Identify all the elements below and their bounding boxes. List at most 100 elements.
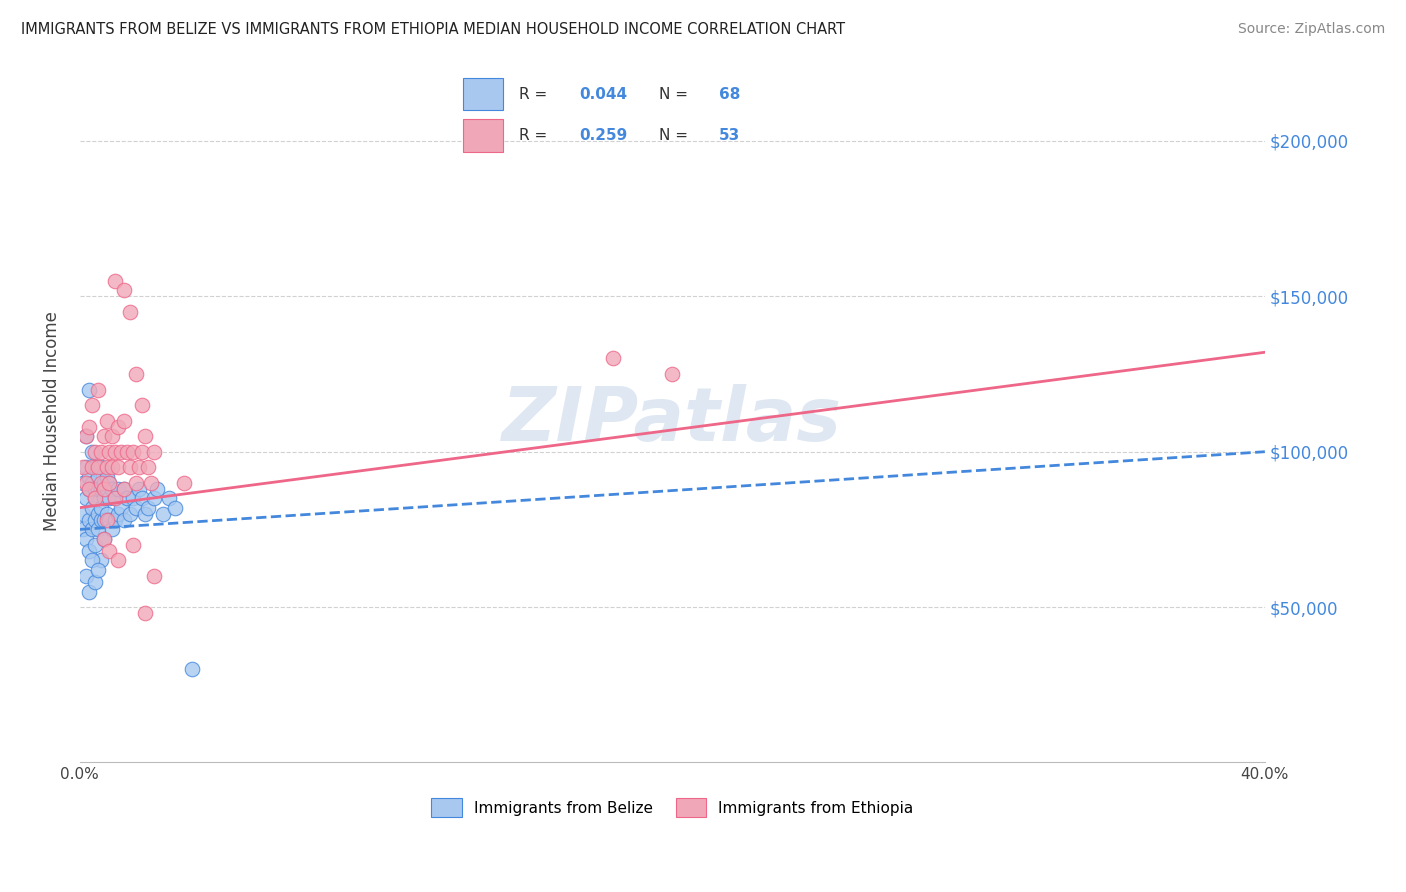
Point [86,522,108,536]
Point [90,513,112,527]
Text: Source: ZipAtlas.com: Source: ZipAtlas.com [1237,22,1385,37]
Point [90,553,112,567]
Point [98,475,121,490]
Point [112,513,135,527]
Point [83,538,105,552]
Point [131,398,153,412]
Point [142,444,165,458]
Point [157,491,180,506]
Point [131,444,153,458]
Point [77,584,100,599]
Point [117,491,139,506]
Point [77,469,100,483]
Point [75,569,97,583]
Point [125,367,148,381]
Point [93,475,115,490]
Point [128,460,150,475]
Point [96,469,118,483]
Text: IMMIGRANTS FROM BELIZE VS IMMIGRANTS FROM ETHIOPIA MEDIAN HOUSEHOLD INCOME CORRE: IMMIGRANTS FROM BELIZE VS IMMIGRANTS FRO… [21,22,845,37]
Point [72,522,94,536]
Text: ZIPatlas: ZIPatlas [502,384,842,457]
Point [104,491,127,506]
Point [77,383,100,397]
Y-axis label: Median Household Income: Median Household Income [44,310,60,531]
Point [173,475,195,490]
Point [107,482,129,496]
Point [75,460,97,475]
Point [107,460,129,475]
Point [181,662,204,676]
Point [110,500,132,515]
Point [122,444,145,458]
Point [83,491,105,506]
Point [98,544,121,558]
Point [90,444,112,458]
Point [152,507,174,521]
Point [86,469,108,483]
Point [122,538,145,552]
Point [134,607,156,621]
Point [98,475,121,490]
Point [80,553,103,567]
Point [163,500,186,515]
Point [96,482,118,496]
Point [90,475,112,490]
Point [110,444,132,458]
Point [90,482,112,496]
Point [107,553,129,567]
Point [142,569,165,583]
Point [104,444,127,458]
Point [117,444,139,458]
Point [125,500,148,515]
Point [134,507,156,521]
Point [72,507,94,521]
Point [93,532,115,546]
Point [101,429,124,443]
Point [90,460,112,475]
Point [80,444,103,458]
Point [107,507,129,521]
Point [96,414,118,428]
Point [77,420,100,434]
Point [120,460,142,475]
Point [107,420,129,434]
Point [83,460,105,475]
Point [77,513,100,527]
Point [120,507,142,521]
Point [136,500,159,515]
Point [75,429,97,443]
Point [86,482,108,496]
Point [75,429,97,443]
Point [93,532,115,546]
Point [86,460,108,475]
Point [93,482,115,496]
Point [75,532,97,546]
Point [139,475,162,490]
Point [72,475,94,490]
Point [101,460,124,475]
Point [86,383,108,397]
Point [86,507,108,521]
Point [112,414,135,428]
Point [83,575,105,590]
Point [98,444,121,458]
Point [83,513,105,527]
Point [80,398,103,412]
Point [104,513,127,527]
Point [93,429,115,443]
Point [98,491,121,506]
Point [120,305,142,319]
Legend: Immigrants from Belize, Immigrants from Ethiopia: Immigrants from Belize, Immigrants from … [425,792,920,823]
Point [104,491,127,506]
Point [93,491,115,506]
Point [83,444,105,458]
Point [128,482,150,496]
Point [77,482,100,496]
Point [77,544,100,558]
Point [602,351,624,366]
Point [75,475,97,490]
Point [90,500,112,515]
Point [131,491,153,506]
Point [86,563,108,577]
Point [75,491,97,506]
